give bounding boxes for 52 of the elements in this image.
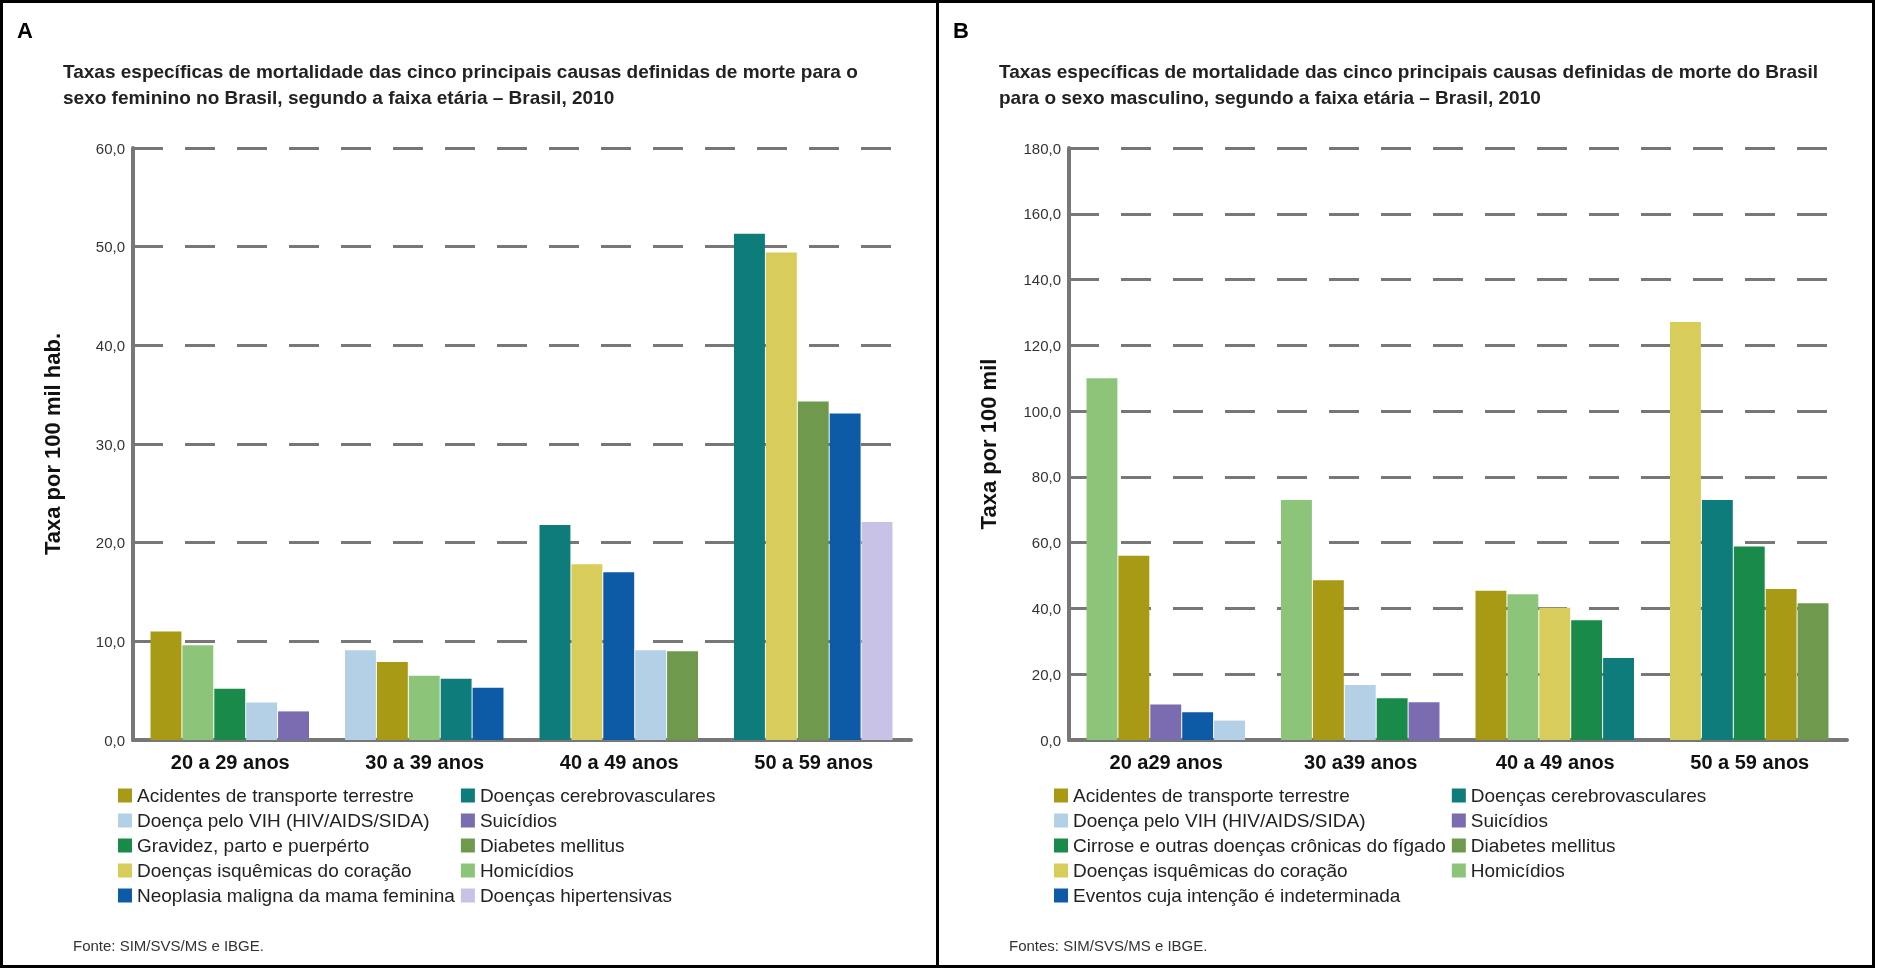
y-tick-label: 50,0 bbox=[95, 238, 125, 256]
legend-label: Acidentes de transporte terrestre bbox=[137, 785, 414, 806]
legend-label: Doença pelo VIH (HIV/AIDS/SIDA) bbox=[137, 810, 430, 831]
y-tick-label: 40,0 bbox=[95, 336, 125, 354]
y-tick-label: 20,0 bbox=[95, 534, 125, 552]
x-tick-label: 20 a29 anos bbox=[1109, 751, 1223, 773]
legend-label: Acidentes de transporte terrestre bbox=[1073, 785, 1350, 806]
legend-label: Doenças cerebrovasculares bbox=[479, 785, 716, 806]
x-tick-label: 50 a 59 anos bbox=[1690, 751, 1810, 773]
y-tick-label: 60,0 bbox=[1031, 534, 1061, 552]
y-tick-label: 80,0 bbox=[1031, 468, 1061, 486]
y-axis-title: Taxa por 100 mil hab. bbox=[39, 332, 65, 556]
x-tick-label: 30 a39 anos bbox=[1304, 751, 1418, 773]
legend-label: Cirrose e outras doenças crônicas do fígado bbox=[1073, 835, 1446, 856]
x-tick-label: 50 a 59 anos bbox=[754, 751, 874, 773]
y-tick-label: 100,0 bbox=[1023, 402, 1061, 420]
y-tick-label: 60,0 bbox=[95, 139, 125, 157]
legend-label: Diabetes mellitus bbox=[1470, 835, 1616, 856]
legend-label: Eventos cuja intenção é indeterminada bbox=[1073, 885, 1401, 906]
legend-label: Doença pelo VIH (HIV/AIDS/SIDA) bbox=[1073, 810, 1366, 831]
legend-label: Homicídios bbox=[1470, 860, 1565, 881]
y-tick-label: 20,0 bbox=[1031, 665, 1061, 683]
legend-label: Suicídios bbox=[479, 810, 557, 831]
chart-title: Taxas específicas de mortalidade das cinco principais causas definidas de morte para o sexo feminino no Brasil, segundo a faixa etária – Brasil, 2010 bbox=[63, 60, 864, 108]
chart-title: Taxas específicas de mortalidade das cinco principais causas definidas de morte do Brasil para o sexo masculino, segundo a faixa etária – Brasil, 2010 bbox=[999, 60, 1824, 108]
legend-label: Doenças hipertensivas bbox=[479, 885, 673, 906]
legend-label: Doenças cerebrovasculares bbox=[1470, 785, 1707, 806]
y-tick-label: 120,0 bbox=[1023, 336, 1061, 354]
y-axis-title: Taxa por 100 mil bbox=[975, 358, 1001, 530]
y-tick-label: 160,0 bbox=[1023, 205, 1061, 223]
y-tick-label: 0,0 bbox=[1040, 731, 1061, 749]
legend-label: Doenças isquêmicas do coração bbox=[1073, 860, 1348, 881]
x-tick-label: 40 a 49 anos bbox=[559, 751, 679, 773]
y-tick-label: 180,0 bbox=[1023, 139, 1061, 157]
y-tick-label: 40,0 bbox=[1031, 599, 1061, 617]
text: A bbox=[17, 17, 33, 43]
legend-label: Suicídios bbox=[1470, 810, 1548, 831]
y-tick-label: 10,0 bbox=[95, 632, 125, 650]
text: B bbox=[953, 17, 969, 43]
legend-label: Neoplasia maligna da mama feminina bbox=[137, 885, 456, 906]
x-tick-label: 40 a 49 anos bbox=[1495, 751, 1615, 773]
text: Fontes: SIM/SVS/MS e IBGE. bbox=[1009, 937, 1208, 954]
source-note: Fonte: SIM/SVS/MS e IBGE. bbox=[73, 937, 264, 954]
y-tick-label: 30,0 bbox=[95, 435, 125, 453]
legend-label: Gravidez, parto e puerpérto bbox=[137, 835, 370, 856]
y-tick-label: 0,0 bbox=[104, 731, 125, 749]
x-tick-label: 30 a 39 anos bbox=[365, 751, 485, 773]
x-tick-label: 20 a 29 anos bbox=[170, 751, 290, 773]
legend-label: Doenças isquêmicas do coração bbox=[137, 860, 412, 881]
legend-label: Homicídios bbox=[479, 860, 574, 881]
legend-label: Diabetes mellitus bbox=[479, 835, 625, 856]
y-tick-label: 140,0 bbox=[1023, 271, 1061, 289]
